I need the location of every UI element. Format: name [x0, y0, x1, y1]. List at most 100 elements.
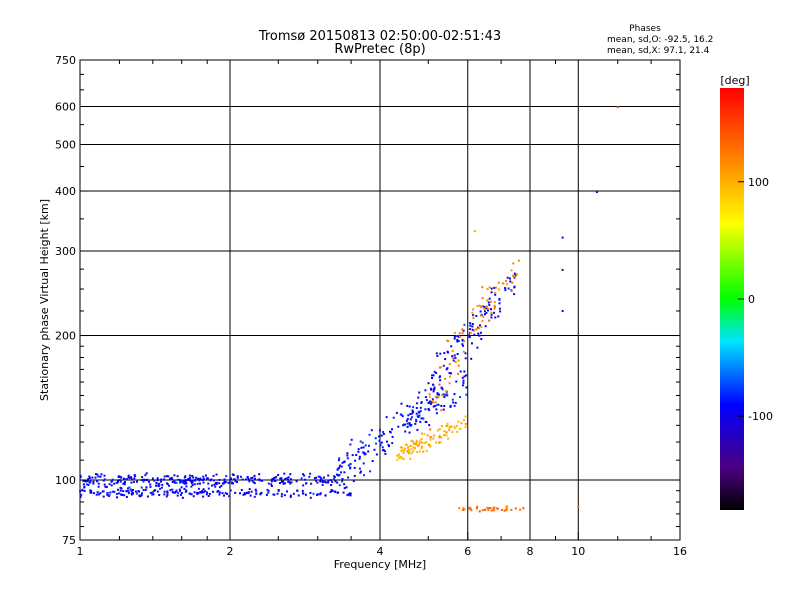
data-point [480, 326, 482, 328]
data-point [354, 467, 356, 469]
data-point [493, 287, 495, 289]
data-point [455, 381, 457, 383]
data-point [177, 475, 179, 477]
data-point [406, 420, 408, 422]
y-axis-label: Stationary phase Virtual Height [km] [38, 199, 51, 401]
data-point [330, 484, 332, 486]
data-point [455, 402, 457, 404]
data-point [397, 426, 399, 428]
data-point [433, 435, 435, 437]
data-point [205, 475, 207, 477]
data-point [339, 484, 341, 486]
data-point [416, 407, 418, 409]
data-point [453, 426, 455, 428]
data-point [414, 423, 416, 425]
data-point [187, 479, 189, 481]
data-point [234, 492, 236, 494]
data-point [415, 443, 417, 445]
data-point [278, 489, 280, 491]
data-point [435, 442, 437, 444]
data-point [287, 479, 289, 481]
data-point [465, 394, 467, 396]
data-point [274, 480, 276, 482]
y-tick-label: 750 [55, 54, 76, 67]
data-point [120, 476, 122, 478]
data-point [407, 414, 409, 416]
data-point [97, 476, 99, 478]
data-point [185, 479, 187, 481]
data-point [407, 446, 409, 448]
data-point [378, 435, 380, 437]
data-point [90, 492, 92, 494]
data-point [382, 446, 384, 448]
data-point [425, 421, 427, 423]
data-point [484, 310, 486, 312]
data-point [480, 332, 482, 334]
data-point [157, 479, 159, 481]
data-point [498, 288, 500, 290]
data-point [487, 509, 489, 511]
data-point [423, 442, 425, 444]
data-point [454, 393, 456, 395]
data-point [218, 494, 220, 496]
data-point [363, 462, 365, 464]
data-point [154, 489, 156, 491]
data-point [510, 509, 512, 511]
data-point [323, 477, 325, 479]
data-point [444, 378, 446, 380]
data-point [408, 450, 410, 452]
data-point [281, 495, 283, 497]
data-point [284, 478, 286, 480]
data-point [163, 479, 165, 481]
data-point [431, 377, 433, 379]
data-point [322, 484, 324, 486]
data-point [388, 445, 390, 447]
data-point [443, 352, 445, 354]
data-point [420, 407, 422, 409]
data-point [468, 508, 470, 510]
data-point [436, 412, 438, 414]
data-point [480, 315, 482, 317]
data-point [314, 477, 316, 479]
data-point [202, 476, 204, 478]
data-point [482, 297, 484, 299]
data-point [435, 396, 437, 398]
data-point [504, 287, 506, 289]
data-point [368, 445, 370, 447]
data-point [150, 486, 152, 488]
data-point [157, 477, 159, 479]
data-point [389, 431, 391, 433]
data-point [308, 476, 310, 478]
data-point [408, 453, 410, 455]
data-point [489, 298, 491, 300]
data-point [367, 451, 369, 453]
data-point [96, 480, 98, 482]
data-point [211, 485, 213, 487]
data-point [406, 405, 408, 407]
data-point [182, 497, 184, 499]
data-point [149, 484, 151, 486]
data-point [421, 433, 423, 435]
data-point [166, 475, 168, 477]
data-point [158, 494, 160, 496]
data-point [407, 418, 409, 420]
data-point [459, 332, 461, 334]
data-point [511, 290, 513, 292]
data-point [141, 479, 143, 481]
data-point [461, 343, 463, 345]
data-point [462, 377, 464, 379]
data-point [303, 475, 305, 477]
data-point [360, 447, 362, 449]
data-point [225, 475, 227, 477]
data-point [447, 438, 449, 440]
y-tick-label: 400 [55, 185, 76, 198]
data-point [490, 308, 492, 310]
data-point [410, 448, 412, 450]
data-point [469, 325, 471, 327]
data-point [499, 299, 501, 301]
data-point [104, 484, 106, 486]
data-point [396, 459, 398, 461]
data-point [198, 488, 200, 490]
stats-o: mean, sd,O: -92.5, 16.2 [607, 35, 713, 45]
data-point [330, 491, 332, 493]
